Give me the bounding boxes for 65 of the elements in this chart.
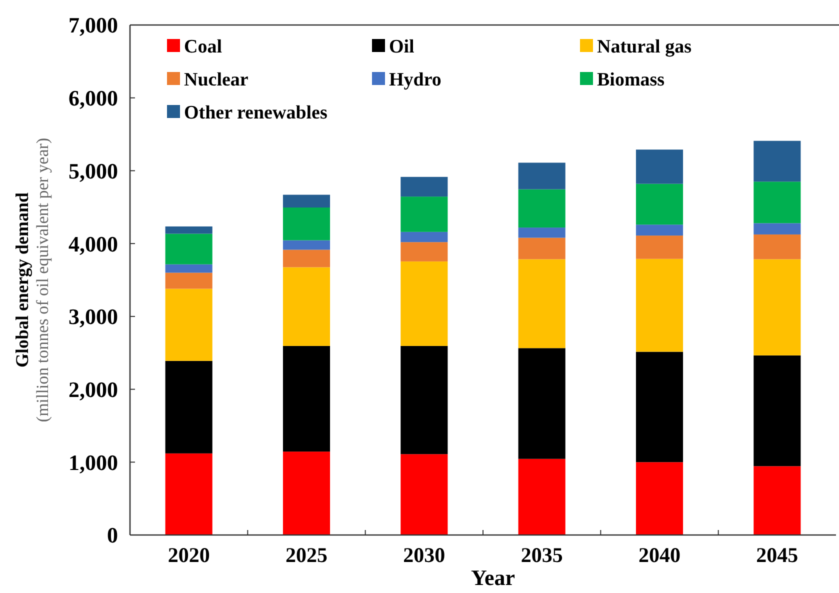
bar xyxy=(165,234,212,264)
y-axis-title: Global energy demand (million tonnes of oil equivalent per year) xyxy=(12,138,52,422)
legend-label: Nuclear xyxy=(184,70,249,91)
bar xyxy=(165,288,212,361)
bar xyxy=(400,242,448,262)
y-tick-label: 7,000 xyxy=(68,12,118,38)
x-tick-label: 2035 xyxy=(520,543,563,567)
legend-label: Hydro xyxy=(389,70,442,91)
bar xyxy=(754,259,801,356)
y-tick-label: 1,000 xyxy=(68,450,118,475)
bar xyxy=(518,238,566,260)
legend-label: Oil xyxy=(389,36,414,58)
bar xyxy=(282,240,330,250)
bar xyxy=(282,267,330,346)
legend-label: Natural gas xyxy=(597,36,692,58)
bar xyxy=(754,355,801,466)
bar xyxy=(282,194,330,208)
bar xyxy=(165,360,212,454)
legend-label: Other renewables xyxy=(184,102,328,124)
bar xyxy=(518,189,566,228)
bar xyxy=(518,259,566,348)
bar xyxy=(636,224,684,236)
bar xyxy=(282,250,330,268)
y-tick-label: 6,000 xyxy=(68,86,118,111)
y-tick-label: 5,000 xyxy=(68,158,118,184)
bar xyxy=(636,184,684,225)
bar xyxy=(165,453,212,535)
x-axis-title: Year xyxy=(471,565,516,590)
bar xyxy=(282,346,330,452)
bar xyxy=(518,458,566,535)
bar xyxy=(400,346,448,454)
bar xyxy=(636,236,684,259)
bar xyxy=(518,348,566,459)
bar xyxy=(165,272,212,289)
bar xyxy=(400,261,448,346)
bar xyxy=(282,208,330,240)
bar xyxy=(636,258,684,352)
bar xyxy=(400,454,448,535)
bar xyxy=(400,232,448,242)
bar xyxy=(518,162,566,190)
y-tick-label: 3,000 xyxy=(68,304,118,330)
x-tick-label: 2025 xyxy=(286,543,328,567)
y-tick-label: 4,000 xyxy=(68,231,118,256)
x-tick-label: 2020 xyxy=(168,543,210,567)
bar xyxy=(636,352,684,462)
bar xyxy=(165,226,212,234)
bar xyxy=(636,150,684,184)
legend-label: Biomass xyxy=(597,70,665,91)
bar xyxy=(165,264,212,273)
bar xyxy=(754,140,801,182)
bar xyxy=(400,196,448,232)
bar xyxy=(636,462,684,535)
bar xyxy=(754,466,801,535)
bar xyxy=(400,176,448,197)
bar xyxy=(754,223,801,234)
bar xyxy=(754,182,801,224)
bar xyxy=(282,452,330,535)
x-tick-label: 2045 xyxy=(756,543,798,567)
bar xyxy=(754,234,801,260)
legend-label: Coal xyxy=(184,36,222,58)
y-tick-label: 2,000 xyxy=(68,376,118,402)
bar xyxy=(518,228,566,238)
y-tick-label: 0 xyxy=(107,522,118,548)
x-tick-label: 2040 xyxy=(638,543,680,567)
x-tick-label: 2030 xyxy=(403,543,446,567)
